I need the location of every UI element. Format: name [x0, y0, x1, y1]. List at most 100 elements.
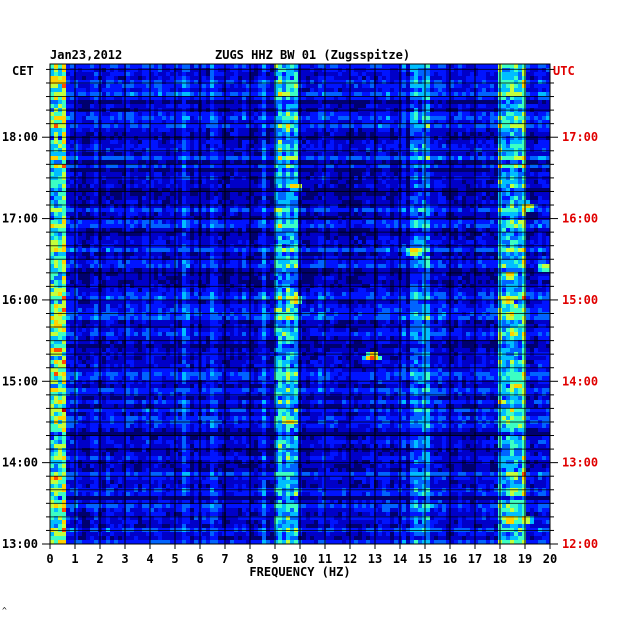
spectrogram-cell — [214, 120, 218, 124]
spectrogram-cell — [394, 144, 398, 148]
spectrogram-cell — [254, 136, 258, 140]
spectrogram-cell — [526, 152, 530, 156]
spectrogram-cell — [474, 188, 478, 192]
spectrogram-cell — [226, 72, 230, 76]
spectrogram-cell — [154, 204, 158, 208]
spectrogram-cell — [102, 192, 106, 196]
spectrogram-cell — [474, 204, 478, 208]
spectrogram-cell — [206, 132, 210, 136]
spectrogram-cell — [458, 152, 462, 156]
spectrogram-cell — [526, 112, 530, 116]
spectrogram-cell — [66, 112, 70, 116]
spectrogram-cell — [118, 128, 122, 132]
spectrogram-cell — [62, 200, 66, 204]
spectrogram-cell — [182, 100, 186, 104]
spectrogram-cell — [58, 88, 62, 92]
spectrogram-cell — [278, 204, 282, 208]
spectrogram-cell — [342, 164, 346, 168]
spectrogram-cell — [522, 124, 526, 128]
spectrogram-cell — [218, 160, 222, 164]
spectrogram-cell — [78, 76, 82, 80]
spectrogram-cell — [294, 80, 298, 84]
spectrogram-cell — [266, 164, 270, 168]
spectrogram-cell — [110, 192, 114, 196]
spectrogram-cell — [190, 152, 194, 156]
spectrogram-cell — [442, 188, 446, 192]
spectrogram-cell — [518, 96, 522, 100]
spectrogram-cell — [322, 180, 326, 184]
spectrogram-cell — [494, 152, 498, 156]
spectrogram-cell — [338, 180, 342, 184]
spectrogram-cell — [534, 144, 538, 148]
spectrogram-cell — [394, 152, 398, 156]
spectrogram-cell — [178, 152, 182, 156]
spectrogram-cell — [130, 164, 134, 168]
spectrogram-cell — [194, 204, 198, 208]
spectrogram-cell — [454, 76, 458, 80]
spectrogram-cell — [318, 128, 322, 132]
spectrogram-cell — [166, 100, 170, 104]
spectrogram-cell — [194, 132, 198, 136]
spectrogram-cell — [230, 136, 234, 140]
spectrogram-cell — [74, 168, 78, 172]
spectrogram-cell — [462, 80, 466, 84]
spectrogram-cell — [318, 196, 322, 200]
spectrogram-cell — [354, 140, 358, 144]
spectrogram-cell — [466, 124, 470, 128]
spectrogram-cell — [434, 104, 438, 108]
spectrogram-cell — [330, 124, 334, 128]
spectrogram-cell — [394, 104, 398, 108]
spectrogram-cell — [270, 188, 274, 192]
spectrogram-cell — [338, 148, 342, 152]
spectrogram-cell — [70, 216, 74, 220]
spectrogram-cell — [518, 72, 522, 76]
spectrogram-cell — [466, 112, 470, 116]
spectrogram-cell — [274, 172, 278, 176]
spectrogram-cell — [466, 172, 470, 176]
spectrogram-cell — [50, 212, 54, 216]
spectrogram-cell — [334, 84, 338, 88]
spectrogram-cell — [310, 172, 314, 176]
spectrogram-cell — [326, 80, 330, 84]
spectrogram-cell — [314, 184, 318, 188]
spectrogram-cell — [202, 100, 206, 104]
spectrogram-cell — [490, 136, 494, 140]
spectrogram-cell — [146, 156, 150, 160]
spectrogram-cell — [278, 160, 282, 164]
spectrogram-cell — [442, 104, 446, 108]
spectrogram-cell — [94, 204, 98, 208]
spectrogram-cell — [66, 192, 70, 196]
spectrogram-cell — [362, 80, 366, 84]
spectrogram-cell — [122, 192, 126, 196]
spectrogram-cell — [526, 92, 530, 96]
spectrogram-cell — [446, 164, 450, 168]
spectrogram-cell — [230, 184, 234, 188]
spectrogram-cell — [418, 140, 422, 144]
spectrogram-cell — [242, 200, 246, 204]
spectrogram-cell — [406, 64, 410, 68]
spectrogram-cell — [390, 132, 394, 136]
spectrogram-cell — [334, 144, 338, 148]
spectrogram-cell — [58, 132, 62, 136]
spectrogram-cell — [102, 84, 106, 88]
spectrogram-cell — [330, 152, 334, 156]
spectrogram-cell — [446, 136, 450, 140]
spectrogram-cell — [282, 132, 286, 136]
spectrogram-cell — [262, 68, 266, 72]
spectrogram-cell — [142, 128, 146, 132]
spectrogram-cell — [234, 112, 238, 116]
spectrogram-cell — [82, 76, 86, 80]
spectrogram-cell — [118, 116, 122, 120]
spectrogram-cell — [358, 92, 362, 96]
spectrogram-cell — [514, 192, 518, 196]
spectrogram-cell — [262, 80, 266, 84]
spectrogram-cell — [386, 76, 390, 80]
spectrogram-cell — [190, 84, 194, 88]
spectrogram-cell — [142, 200, 146, 204]
spectrogram-cell — [502, 76, 506, 80]
spectrogram-cell — [386, 96, 390, 100]
spectrogram-cell — [370, 132, 374, 136]
spectrogram-cell — [162, 204, 166, 208]
spectrogram-cell — [166, 128, 170, 132]
spectrogram-cell — [490, 152, 494, 156]
